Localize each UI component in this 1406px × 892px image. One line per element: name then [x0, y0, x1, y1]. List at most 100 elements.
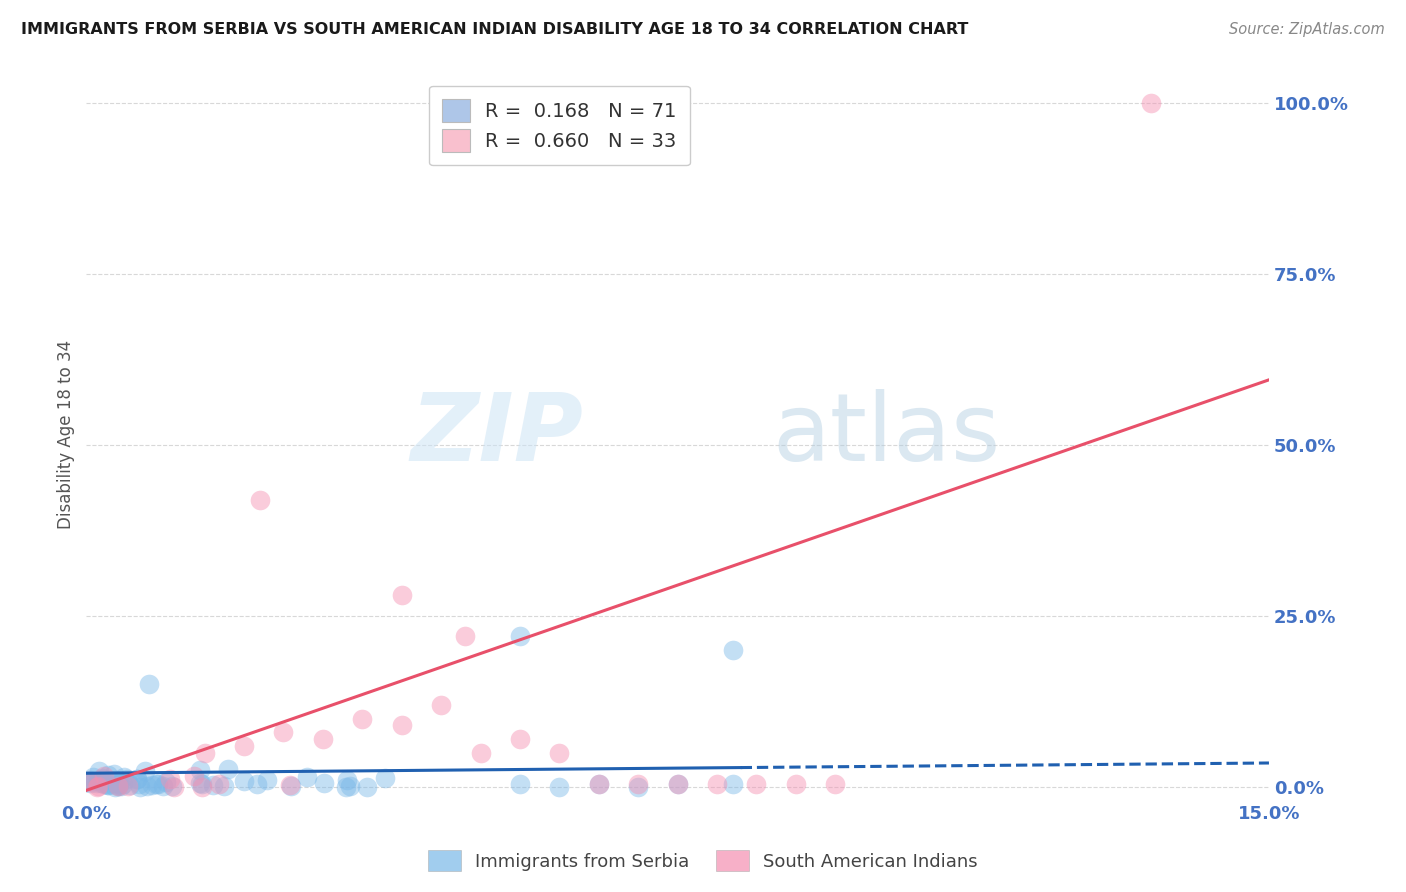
- Text: atlas: atlas: [772, 389, 1001, 481]
- Point: [162, 779, 184, 793]
- Point: [79, 774, 101, 789]
- Point: [217, 762, 239, 776]
- Point: [201, 778, 224, 792]
- Point: [79, 772, 101, 787]
- Point: [90, 776, 112, 790]
- Point: [145, 777, 167, 791]
- Point: [297, 770, 319, 784]
- Point: [141, 778, 163, 792]
- Point: [588, 776, 610, 790]
- Point: [87, 764, 110, 778]
- Point: [87, 780, 110, 794]
- Point: [212, 779, 235, 793]
- Point: [104, 780, 127, 794]
- Point: [391, 588, 413, 602]
- Point: [91, 773, 114, 788]
- Point: [107, 779, 129, 793]
- Point: [115, 772, 138, 786]
- Point: [146, 777, 169, 791]
- Point: [112, 770, 135, 784]
- Point: [117, 779, 139, 793]
- Point: [155, 774, 177, 789]
- Point: [391, 718, 413, 732]
- Text: ZIP: ZIP: [411, 389, 583, 481]
- Point: [90, 771, 112, 785]
- Point: [107, 779, 129, 793]
- Point: [111, 777, 134, 791]
- Point: [312, 732, 335, 747]
- Point: [785, 776, 807, 790]
- Point: [188, 763, 211, 777]
- Legend: Immigrants from Serbia, South American Indians: Immigrants from Serbia, South American I…: [420, 843, 986, 879]
- Point: [278, 778, 301, 792]
- Point: [129, 780, 152, 794]
- Point: [183, 769, 205, 783]
- Point: [152, 780, 174, 794]
- Point: [509, 732, 531, 747]
- Point: [470, 746, 492, 760]
- Point: [721, 643, 744, 657]
- Point: [1139, 95, 1161, 110]
- Point: [93, 769, 115, 783]
- Text: IMMIGRANTS FROM SERBIA VS SOUTH AMERICAN INDIAN DISABILITY AGE 18 TO 34 CORRELAT: IMMIGRANTS FROM SERBIA VS SOUTH AMERICAN…: [21, 22, 969, 37]
- Point: [824, 776, 846, 790]
- Point: [627, 780, 650, 794]
- Point: [86, 780, 108, 794]
- Point: [97, 778, 120, 792]
- Point: [188, 776, 211, 790]
- Point: [93, 777, 115, 791]
- Point: [280, 779, 302, 793]
- Point: [138, 677, 160, 691]
- Point: [548, 780, 571, 794]
- Point: [588, 776, 610, 790]
- Point: [246, 776, 269, 790]
- Point: [159, 772, 181, 787]
- Point: [108, 777, 131, 791]
- Point: [339, 779, 361, 793]
- Legend: R =  0.168   N = 71, R =  0.660   N = 33: R = 0.168 N = 71, R = 0.660 N = 33: [429, 86, 690, 166]
- Point: [232, 774, 254, 789]
- Point: [193, 746, 215, 760]
- Point: [163, 780, 186, 794]
- Y-axis label: Disability Age 18 to 34: Disability Age 18 to 34: [58, 340, 75, 529]
- Point: [208, 777, 231, 791]
- Point: [134, 764, 156, 779]
- Point: [79, 776, 101, 790]
- Point: [666, 776, 689, 790]
- Point: [108, 777, 131, 791]
- Point: [104, 776, 127, 790]
- Point: [356, 780, 378, 794]
- Point: [312, 775, 335, 789]
- Point: [110, 779, 132, 793]
- Point: [509, 776, 531, 790]
- Point: [256, 772, 278, 787]
- Point: [77, 774, 100, 789]
- Point: [97, 768, 120, 782]
- Point: [96, 776, 118, 790]
- Point: [86, 773, 108, 788]
- Point: [706, 776, 728, 790]
- Point: [454, 629, 477, 643]
- Point: [627, 776, 650, 790]
- Point: [97, 778, 120, 792]
- Point: [98, 773, 121, 788]
- Point: [105, 772, 128, 787]
- Point: [82, 770, 104, 784]
- Point: [191, 780, 214, 794]
- Point: [249, 492, 271, 507]
- Point: [666, 776, 689, 790]
- Point: [509, 629, 531, 643]
- Point: [335, 780, 357, 794]
- Point: [374, 771, 396, 785]
- Point: [233, 739, 256, 753]
- Point: [76, 775, 98, 789]
- Point: [125, 772, 148, 786]
- Point: [105, 778, 128, 792]
- Text: Source: ZipAtlas.com: Source: ZipAtlas.com: [1229, 22, 1385, 37]
- Point: [721, 776, 744, 790]
- Point: [118, 779, 141, 793]
- Point: [136, 779, 159, 793]
- Point: [191, 777, 214, 791]
- Point: [745, 776, 768, 790]
- Point: [103, 767, 125, 781]
